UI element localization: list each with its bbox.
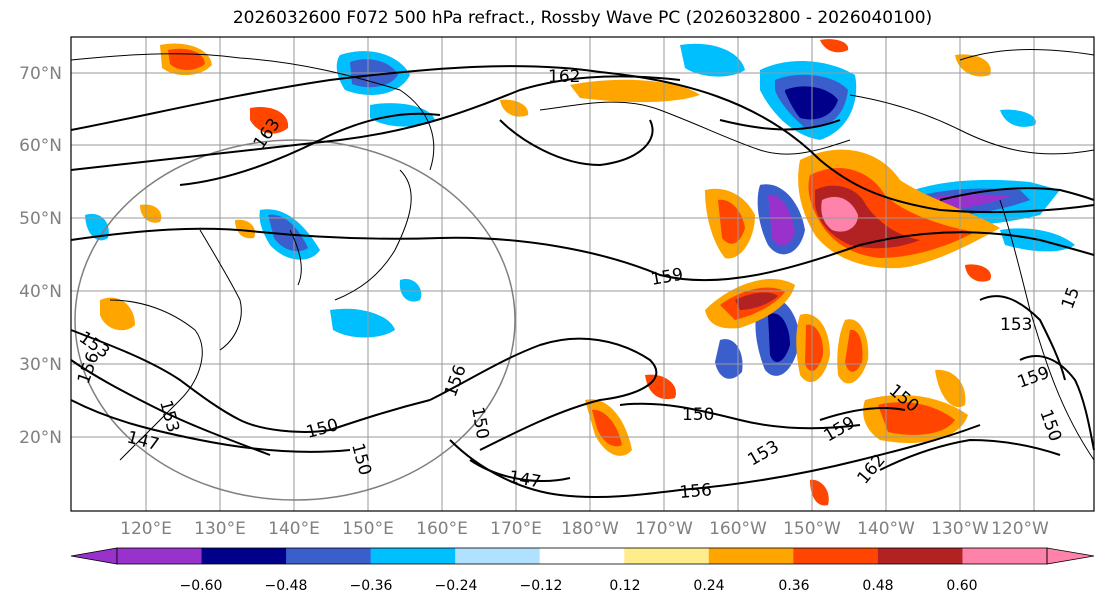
lat-label: 70°N <box>19 64 62 84</box>
lon-label: 150°W <box>783 519 841 539</box>
map-border <box>70 36 1095 512</box>
colorbar-tick: −0.12 <box>520 578 563 594</box>
map-area <box>71 37 1094 511</box>
colorbar-tick: −0.48 <box>265 578 308 594</box>
colorbar-segments <box>70 547 1095 565</box>
lat-label: 30°N <box>19 355 62 375</box>
lon-label: 130°E <box>194 519 246 539</box>
lat-label: 60°N <box>19 136 62 156</box>
colorbar-tick: 0.48 <box>862 578 893 594</box>
lon-label: 160°W <box>709 519 767 539</box>
colorbar-segment <box>455 548 541 564</box>
longitude-labels: 120°E 130°E 140°E 150°E 160°E 170°E 180°… <box>120 519 1049 539</box>
lon-label: 160°E <box>416 519 468 539</box>
lon-label: 140°W <box>857 519 915 539</box>
colorbar-under-arrow <box>70 547 118 565</box>
colorbar-tick: −0.60 <box>180 578 223 594</box>
colorbar-segment <box>539 548 625 564</box>
latitude-labels: 70°N 60°N 50°N 40°N 30°N 20°N <box>19 64 62 448</box>
lon-label: 170°E <box>490 519 542 539</box>
lon-label: 120°W <box>991 519 1049 539</box>
refractivity-contours <box>70 65 1095 499</box>
lon-label: 180°W <box>561 519 619 539</box>
colorbar-segment <box>201 548 287 564</box>
coastlines <box>70 49 1095 461</box>
lon-label: 120°E <box>120 519 172 539</box>
colorbar-segment <box>708 548 794 564</box>
colorbar-tick: −0.36 <box>350 578 393 594</box>
contour-label: 156 <box>679 480 713 503</box>
colorbar-segment <box>962 548 1048 564</box>
map-title: 2026032600 F072 500 hPa refract., Rossby… <box>232 8 933 28</box>
colorbar-tick: 0.60 <box>946 578 977 594</box>
colorbar: −0.60 −0.48 −0.36 −0.24 −0.12 0.12 0.24 … <box>70 547 1095 594</box>
colorbar-tick-labels: −0.60 −0.48 −0.36 −0.24 −0.12 0.12 0.24 … <box>180 578 978 594</box>
contour-label: 162 <box>548 67 580 87</box>
colorbar-tick: −0.24 <box>435 578 478 594</box>
contour-label: 150 <box>682 405 714 425</box>
colorbar-segment <box>877 548 963 564</box>
colorbar-tick: 0.24 <box>693 578 724 594</box>
lon-label: 140°E <box>268 519 320 539</box>
contour-label: 153 <box>1000 315 1032 335</box>
great-circle <box>74 139 516 501</box>
colorbar-segment <box>793 548 879 564</box>
lon-label: 170°W <box>635 519 693 539</box>
lon-label: 150°E <box>342 519 394 539</box>
lat-label: 50°N <box>19 209 62 229</box>
colorbar-segment <box>624 548 710 564</box>
lat-label: 40°N <box>19 282 62 302</box>
lon-label: 130°W <box>931 519 989 539</box>
colorbar-segment <box>370 548 456 564</box>
colorbar-tick: 0.12 <box>609 578 640 594</box>
colorbar-segment <box>117 548 203 564</box>
colorbar-segment <box>286 548 372 564</box>
colorbar-border <box>116 547 1048 565</box>
colorbar-over-arrow <box>1046 547 1095 565</box>
colorbar-tick: 0.36 <box>778 578 809 594</box>
lat-label: 20°N <box>19 428 62 448</box>
